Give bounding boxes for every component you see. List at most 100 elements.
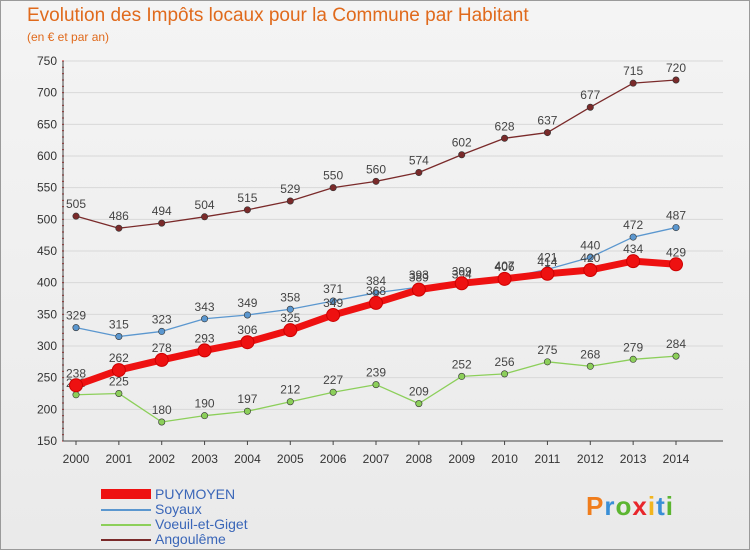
data-point-voeuil-et-giget bbox=[329, 388, 337, 396]
data-point-angoul-me bbox=[72, 212, 80, 220]
data-point-angoul-me bbox=[115, 224, 123, 232]
data-label-angoul-me: 560 bbox=[366, 162, 386, 176]
legend-swatch-soyaux bbox=[101, 509, 151, 511]
legend-swatch-voeuil-et-giget bbox=[101, 524, 151, 526]
data-point-puymoyen bbox=[283, 323, 298, 338]
data-label-voeuil-et-giget: 239 bbox=[366, 366, 386, 380]
data-point-voeuil-et-giget bbox=[372, 381, 380, 389]
data-label-voeuil-et-giget: 197 bbox=[237, 392, 257, 406]
data-label-voeuil-et-giget: 225 bbox=[109, 375, 129, 389]
data-point-voeuil-et-giget bbox=[458, 372, 466, 380]
data-point-angoul-me bbox=[672, 76, 680, 84]
x-tick-label: 2004 bbox=[234, 452, 261, 466]
x-tick-label: 2002 bbox=[148, 452, 175, 466]
data-label-soyaux: 440 bbox=[580, 238, 600, 252]
data-point-puymoyen bbox=[197, 343, 212, 358]
data-point-angoul-me bbox=[629, 79, 637, 87]
logo-letter: i bbox=[647, 491, 657, 521]
data-label-soyaux: 472 bbox=[623, 218, 643, 232]
data-point-voeuil-et-giget bbox=[158, 418, 166, 426]
data-label-puymoyen: 238 bbox=[66, 366, 86, 380]
logo-letter: t bbox=[656, 491, 666, 521]
data-label-soyaux: 358 bbox=[280, 290, 300, 304]
data-point-soyaux bbox=[286, 305, 294, 313]
data-point-puymoyen bbox=[540, 266, 555, 281]
chart-title: Evolution des Impôts locaux pour la Comm… bbox=[27, 5, 529, 26]
data-point-puymoyen bbox=[669, 257, 683, 272]
data-point-voeuil-et-giget bbox=[201, 412, 209, 420]
x-tick-label: 2006 bbox=[320, 452, 347, 466]
legend-label-angouleme: Angoulême bbox=[155, 531, 226, 547]
data-label-voeuil-et-giget: 227 bbox=[323, 373, 343, 387]
x-tick-label: 2000 bbox=[63, 452, 90, 466]
data-label-voeuil-et-giget: 256 bbox=[495, 355, 515, 369]
data-point-angoul-me bbox=[243, 206, 251, 214]
data-label-angoul-me: 637 bbox=[537, 114, 557, 128]
x-tick-label: 2014 bbox=[663, 452, 690, 466]
data-label-voeuil-et-giget: 212 bbox=[280, 383, 300, 397]
data-label-angoul-me: 505 bbox=[66, 197, 86, 211]
data-point-voeuil-et-giget bbox=[115, 389, 123, 397]
data-point-puymoyen bbox=[154, 352, 169, 367]
x-tick-label: 2001 bbox=[106, 452, 133, 466]
data-point-soyaux bbox=[629, 233, 637, 241]
data-label-angoul-me: 574 bbox=[409, 153, 429, 167]
data-label-angoul-me: 494 bbox=[152, 204, 172, 218]
data-point-angoul-me bbox=[586, 103, 594, 111]
data-label-puymoyen: 368 bbox=[366, 284, 386, 298]
data-label-puymoyen: 325 bbox=[280, 311, 300, 325]
data-point-voeuil-et-giget bbox=[243, 407, 251, 415]
y-tick-label: 750 bbox=[37, 54, 57, 68]
y-tick-label: 550 bbox=[37, 181, 57, 195]
data-point-puymoyen bbox=[626, 254, 641, 269]
y-tick-label: 150 bbox=[37, 434, 57, 448]
data-point-soyaux bbox=[329, 297, 337, 305]
data-label-angoul-me: 504 bbox=[195, 198, 215, 212]
x-tick-label: 2007 bbox=[363, 452, 390, 466]
x-tick-label: 2013 bbox=[620, 452, 647, 466]
y-tick-label: 500 bbox=[37, 212, 57, 226]
data-point-voeuil-et-giget bbox=[415, 400, 423, 408]
logo-letter: P bbox=[586, 491, 605, 521]
data-label-angoul-me: 550 bbox=[323, 169, 343, 183]
data-label-soyaux: 343 bbox=[195, 300, 215, 314]
data-point-voeuil-et-giget bbox=[286, 398, 294, 406]
x-tick-label: 2011 bbox=[535, 452, 561, 466]
x-tick-label: 2003 bbox=[191, 452, 218, 466]
data-label-soyaux: 329 bbox=[66, 309, 86, 323]
data-point-angoul-me bbox=[201, 213, 209, 221]
data-label-puymoyen: 293 bbox=[195, 331, 215, 345]
data-point-voeuil-et-giget bbox=[72, 391, 80, 399]
data-label-soyaux: 349 bbox=[237, 296, 257, 310]
data-label-voeuil-et-giget: 190 bbox=[195, 397, 215, 411]
data-point-angoul-me bbox=[543, 129, 551, 137]
data-point-puymoyen bbox=[497, 271, 512, 286]
proxiti-logo: Proxiti bbox=[586, 491, 674, 522]
y-tick-label: 400 bbox=[37, 276, 57, 290]
data-label-angoul-me: 515 bbox=[237, 191, 257, 205]
y-tick-label: 250 bbox=[37, 371, 57, 385]
data-label-voeuil-et-giget: 279 bbox=[623, 340, 643, 354]
data-point-angoul-me bbox=[329, 184, 337, 192]
data-label-soyaux: 421 bbox=[537, 250, 557, 264]
data-point-puymoyen bbox=[69, 378, 83, 393]
legend-label-soyaux: Soyaux bbox=[155, 501, 202, 517]
data-label-puymoyen: 399 bbox=[452, 264, 472, 278]
x-tick-label: 2010 bbox=[491, 452, 518, 466]
data-point-soyaux bbox=[72, 324, 80, 332]
data-label-puymoyen: 420 bbox=[580, 251, 600, 265]
logo-letter: r bbox=[604, 491, 616, 521]
x-tick-label: 2005 bbox=[277, 452, 304, 466]
y-tick-label: 200 bbox=[37, 402, 57, 416]
data-label-voeuil-et-giget: 209 bbox=[409, 385, 429, 399]
data-label-voeuil-et-giget: 268 bbox=[580, 347, 600, 361]
data-point-angoul-me bbox=[501, 134, 509, 142]
data-point-soyaux bbox=[672, 224, 680, 232]
data-point-puymoyen bbox=[369, 295, 383, 310]
logo-letter: x bbox=[632, 491, 648, 521]
data-label-soyaux: 393 bbox=[409, 268, 429, 282]
data-label-puymoyen: 262 bbox=[109, 351, 129, 365]
data-label-puymoyen: 389 bbox=[409, 271, 429, 285]
data-label-angoul-me: 720 bbox=[666, 61, 686, 75]
